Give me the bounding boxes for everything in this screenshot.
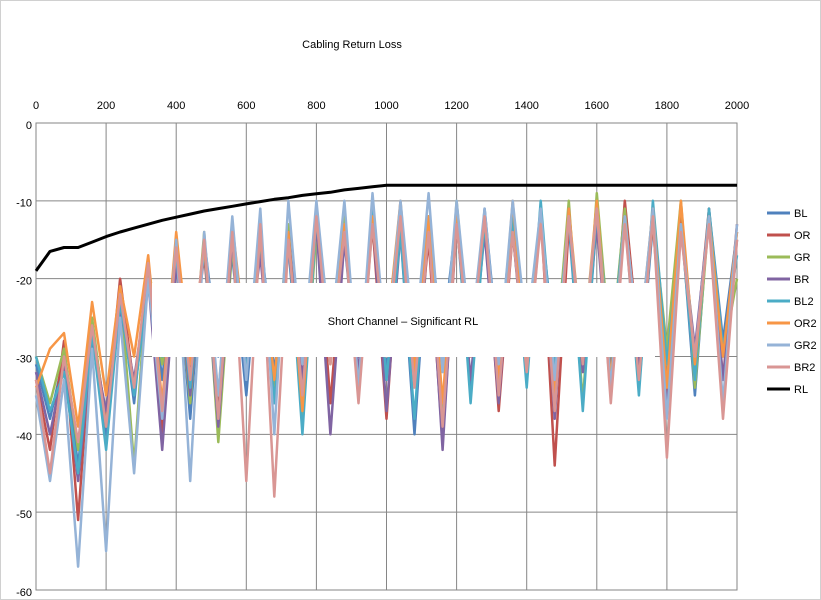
x-tick-label: 1600 [585,100,609,112]
x-tick-label: 1200 [444,100,468,112]
legend-label: OR [794,230,811,242]
y-tick-label: -10 [16,198,32,210]
y-tick-label: -20 [16,276,32,288]
x-tick-label: 200 [97,100,115,112]
x-tick-label: 600 [237,100,255,112]
x-tick-label: 2000 [725,100,749,112]
legend-label: OR2 [794,318,817,330]
legend-label: BR2 [794,362,815,374]
series-line [34,183,737,272]
annotation: Short Channel – Significant RL [152,283,655,357]
legend-label: BR [794,274,809,286]
legend-label: BL [794,208,807,220]
x-tick-label: 1000 [374,100,398,112]
x-tick-label: 1400 [514,100,538,112]
x-tick-label: 400 [167,100,185,112]
y-tick-label: -30 [16,353,32,365]
legend-label: GR [794,252,811,264]
legend-label: GR2 [794,340,817,352]
annotation-box [152,283,655,357]
x-tick-label: 0 [33,100,39,112]
y-tick-label: 0 [26,120,32,132]
x-tick-label: 800 [307,100,325,112]
y-tick-label: -60 [16,587,32,599]
y-tick-label: -40 [16,431,32,443]
y-tick-label: -50 [16,509,32,521]
x-tick-label: 1800 [655,100,679,112]
legend-label: RL [794,384,808,396]
legend-label: BL2 [794,296,814,308]
annotation-text: Short Channel – Significant RL [328,316,478,328]
chart-title: Cabling Return Loss [302,39,402,51]
